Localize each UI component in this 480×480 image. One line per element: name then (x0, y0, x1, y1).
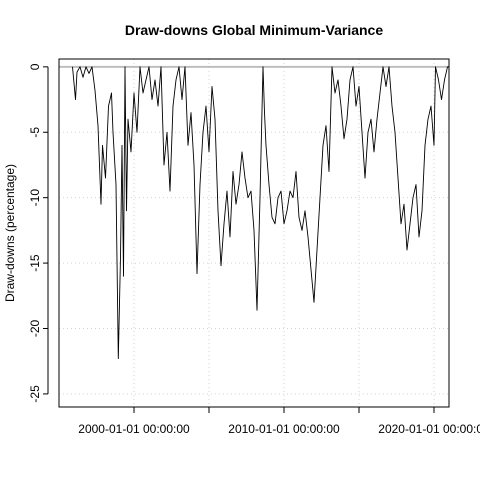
y-tick-label: 0 (28, 63, 42, 70)
drawdown-series-line (72, 66, 449, 360)
y-tick-label: -10 (28, 189, 42, 207)
y-tick-label: -25 (28, 385, 42, 403)
y-tick-label: -15 (28, 254, 42, 272)
chart-title: Draw-downs Global Minimum-Variance (125, 22, 383, 38)
y-tick-label: -20 (28, 320, 42, 338)
y-tick-label: -5 (28, 127, 42, 138)
x-tick-label: 2010-01-01 00:00:00 (228, 422, 340, 436)
y-axis: 0 -5 -10 -15 -20 -25 (28, 63, 49, 403)
y-axis-label: Draw-downs (percentage) (3, 164, 17, 302)
x-tick-label: 2000-01-01 00:00:00 (78, 422, 190, 436)
x-tick-label: 2020-01-01 00:00:00 (378, 422, 480, 436)
x-axis: 2000-01-01 00:00:00 2010-01-01 00:00:00 20… (59, 406, 480, 436)
